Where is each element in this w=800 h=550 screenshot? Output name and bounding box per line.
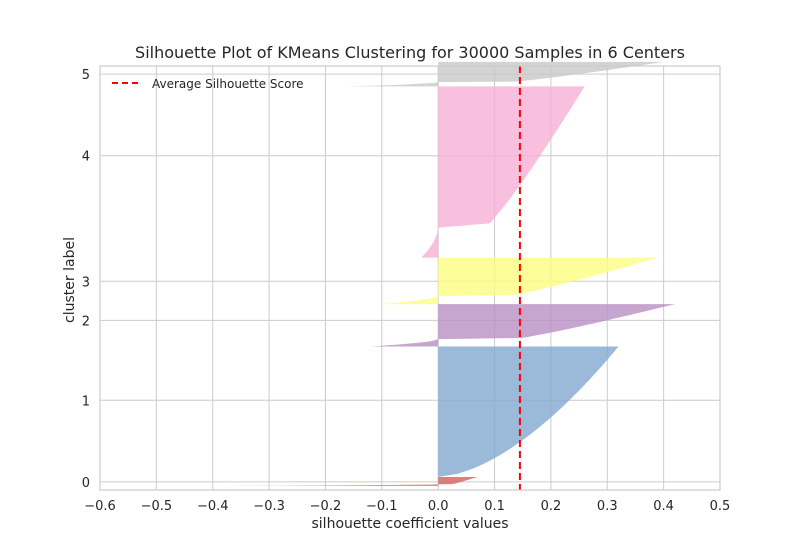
y-axis-label: cluster label (62, 237, 78, 323)
x-tick-label: 0.5 (710, 499, 731, 514)
x-axis-label: silhouette coefficient values (312, 516, 509, 532)
x-tick-labels: −0.6 −0.5 −0.4 −0.3 −0.2 −0.1 0.0 0.1 0.2 0.3 0.4 0… (84, 499, 730, 514)
x-tick-label: 0.4 (653, 499, 674, 514)
silhouette-cluster-5 (348, 61, 664, 87)
y-tick-label: 4 (82, 150, 90, 165)
plot-frame (99, 65, 721, 491)
y-tick-label: 0 (82, 476, 90, 491)
legend-entry-average: Average Silhouette Score (152, 77, 304, 91)
silhouette-cluster-2 (370, 304, 675, 347)
y-tick-label: 5 (82, 68, 90, 83)
x-tick-label: −0.5 (141, 499, 173, 514)
x-tick-label: 0.0 (428, 499, 449, 514)
silhouette-cluster-4 (421, 86, 585, 258)
silhouette-cluster-0 (224, 476, 478, 486)
x-tick-label: −0.2 (310, 499, 342, 514)
silhouette-cluster-1 (438, 346, 619, 477)
plot-area (100, 66, 720, 490)
x-tick-label: 0.3 (597, 499, 618, 514)
x-tick-label: −0.3 (253, 499, 285, 514)
y-tick-label: 3 (82, 275, 90, 290)
x-tick-label: −0.4 (197, 499, 229, 514)
y-tick-label: 1 (82, 394, 90, 409)
x-tick-label: −0.6 (84, 499, 116, 514)
x-tick-label: 0.2 (541, 499, 562, 514)
chart-title: Silhouette Plot of KMeans Clustering for… (135, 43, 685, 62)
x-tick-label: −0.1 (366, 499, 398, 514)
y-tick-labels: 0 1 2 3 4 5 (82, 68, 90, 491)
legend: Average Silhouette Score (112, 77, 304, 91)
y-tick-label: 2 (82, 314, 90, 329)
x-tick-label: 0.1 (484, 499, 505, 514)
